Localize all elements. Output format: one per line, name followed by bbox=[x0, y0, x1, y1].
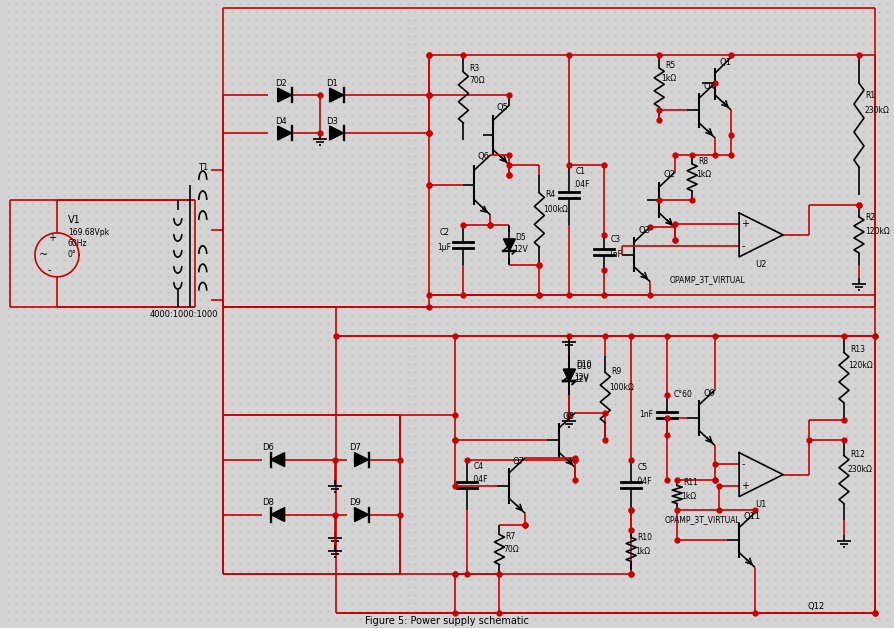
Polygon shape bbox=[355, 453, 368, 467]
Text: 230kΩ: 230kΩ bbox=[865, 106, 890, 114]
Text: 12V: 12V bbox=[574, 376, 589, 384]
Text: Q11: Q11 bbox=[743, 512, 760, 521]
Polygon shape bbox=[355, 507, 368, 522]
Polygon shape bbox=[503, 239, 515, 251]
Polygon shape bbox=[563, 369, 576, 381]
Text: ~: ~ bbox=[39, 250, 48, 260]
Text: R8: R8 bbox=[698, 158, 708, 166]
Text: C3: C3 bbox=[611, 236, 620, 244]
Text: C2: C2 bbox=[440, 229, 450, 237]
Text: V1: V1 bbox=[68, 215, 80, 225]
Text: -: - bbox=[48, 265, 52, 275]
Text: +: + bbox=[741, 219, 749, 229]
Text: 100kΩ: 100kΩ bbox=[610, 383, 634, 392]
Polygon shape bbox=[330, 88, 343, 102]
Text: OPAMP_3T_VIRTUAL: OPAMP_3T_VIRTUAL bbox=[670, 275, 745, 284]
Text: D10: D10 bbox=[577, 360, 592, 369]
Text: D3: D3 bbox=[326, 117, 339, 126]
Text: Q1: Q1 bbox=[719, 58, 731, 67]
Text: Q9: Q9 bbox=[704, 389, 715, 398]
Polygon shape bbox=[278, 88, 291, 102]
Text: D7: D7 bbox=[350, 443, 361, 452]
Text: Q5: Q5 bbox=[496, 102, 509, 112]
Text: 1nF: 1nF bbox=[608, 251, 622, 259]
Text: 230kΩ: 230kΩ bbox=[848, 465, 873, 474]
Text: R10: R10 bbox=[637, 533, 653, 542]
Text: 4000:1000:1000: 4000:1000:1000 bbox=[150, 310, 218, 319]
Text: +: + bbox=[741, 480, 749, 490]
Polygon shape bbox=[330, 126, 343, 140]
Text: Q3: Q3 bbox=[638, 227, 650, 236]
Text: 1μF: 1μF bbox=[437, 244, 451, 252]
Text: Q6: Q6 bbox=[477, 153, 489, 161]
Text: +: + bbox=[48, 233, 56, 243]
Text: .04F: .04F bbox=[471, 475, 488, 484]
Text: Q7: Q7 bbox=[512, 457, 525, 466]
Text: 0°: 0° bbox=[68, 251, 77, 259]
Text: Q12: Q12 bbox=[807, 602, 824, 611]
Text: -: - bbox=[741, 458, 745, 468]
Text: 70Ω: 70Ω bbox=[469, 75, 485, 85]
Text: .04F: .04F bbox=[573, 180, 590, 190]
Text: 1nF: 1nF bbox=[639, 410, 654, 419]
Polygon shape bbox=[271, 507, 284, 522]
Text: D4: D4 bbox=[274, 117, 286, 126]
Text: 12V: 12V bbox=[574, 373, 589, 382]
Text: R2: R2 bbox=[865, 214, 875, 222]
Text: Q4: Q4 bbox=[704, 82, 715, 90]
Text: C4: C4 bbox=[474, 462, 484, 471]
Text: C°60: C°60 bbox=[673, 390, 692, 399]
Text: C5: C5 bbox=[637, 463, 647, 472]
Text: D9: D9 bbox=[350, 498, 361, 507]
Text: R7: R7 bbox=[505, 532, 516, 541]
Text: Figure 5: Power supply schematic: Figure 5: Power supply schematic bbox=[365, 617, 528, 627]
Text: R1: R1 bbox=[865, 90, 875, 100]
Text: D6: D6 bbox=[262, 443, 274, 452]
Text: Q2: Q2 bbox=[663, 170, 675, 180]
Text: R9: R9 bbox=[611, 367, 621, 376]
Text: R13: R13 bbox=[850, 345, 865, 354]
Text: D5: D5 bbox=[515, 234, 527, 242]
Text: R4: R4 bbox=[545, 190, 555, 200]
Text: 1kΩ: 1kΩ bbox=[696, 170, 712, 180]
Text: 120kΩ: 120kΩ bbox=[865, 227, 890, 236]
Text: D10: D10 bbox=[577, 362, 592, 371]
Text: -: - bbox=[741, 241, 745, 251]
Text: R5: R5 bbox=[665, 61, 676, 70]
Text: T1: T1 bbox=[198, 163, 208, 173]
Text: OPAMP_3T_VIRTUAL: OPAMP_3T_VIRTUAL bbox=[664, 515, 740, 524]
Text: .04F: .04F bbox=[636, 477, 652, 486]
Polygon shape bbox=[271, 453, 284, 467]
Text: Q8: Q8 bbox=[562, 412, 574, 421]
Text: D2: D2 bbox=[274, 78, 286, 87]
Polygon shape bbox=[278, 126, 291, 140]
Text: 12V: 12V bbox=[513, 246, 528, 254]
Text: 1kΩ: 1kΩ bbox=[662, 73, 677, 83]
Text: D8: D8 bbox=[262, 498, 274, 507]
Text: 70Ω: 70Ω bbox=[503, 545, 519, 554]
Text: 1kΩ: 1kΩ bbox=[681, 492, 696, 501]
Text: 100kΩ: 100kΩ bbox=[544, 205, 569, 214]
Text: U1: U1 bbox=[755, 500, 767, 509]
Text: D1: D1 bbox=[326, 78, 338, 87]
Text: R11: R11 bbox=[683, 478, 698, 487]
Text: U2: U2 bbox=[755, 261, 767, 269]
Text: R12: R12 bbox=[850, 450, 864, 459]
Text: C1: C1 bbox=[576, 168, 586, 176]
Text: R3: R3 bbox=[469, 63, 480, 73]
Text: 120kΩ: 120kΩ bbox=[848, 361, 873, 371]
Text: 60Hz: 60Hz bbox=[68, 239, 88, 249]
Text: 1kΩ: 1kΩ bbox=[636, 547, 650, 556]
Polygon shape bbox=[563, 369, 576, 381]
Text: 169.68Vpk: 169.68Vpk bbox=[68, 229, 109, 237]
